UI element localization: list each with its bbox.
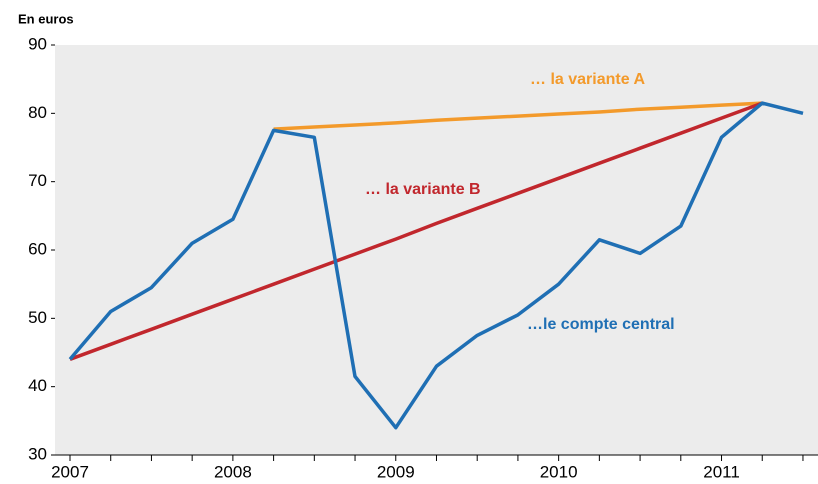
plot-area bbox=[55, 45, 818, 455]
y-tick-label: 30 bbox=[28, 444, 47, 463]
x-tick-label: 2007 bbox=[51, 462, 89, 481]
line-series bbox=[69, 101, 763, 361]
x-tick-label: 2010 bbox=[540, 462, 578, 481]
line-series bbox=[68, 101, 804, 430]
y-tick-label: 80 bbox=[28, 103, 47, 122]
y-tick-label: 70 bbox=[28, 171, 47, 190]
line-series bbox=[273, 101, 763, 131]
x-tick-label: 2011 bbox=[703, 462, 740, 481]
y-axis-label: En euros bbox=[18, 11, 74, 26]
y-tick-label: 90 bbox=[28, 34, 47, 53]
series-label: …le compte central bbox=[527, 316, 675, 333]
series-label: … la variante B bbox=[365, 181, 481, 198]
x-tick-label: 2009 bbox=[377, 462, 415, 481]
y-tick-label: 60 bbox=[28, 239, 47, 258]
series-label: … la variante A bbox=[530, 71, 645, 88]
y-tick-label: 50 bbox=[28, 308, 47, 327]
y-tick-label: 40 bbox=[28, 376, 47, 395]
x-tick-label: 2008 bbox=[214, 462, 252, 481]
